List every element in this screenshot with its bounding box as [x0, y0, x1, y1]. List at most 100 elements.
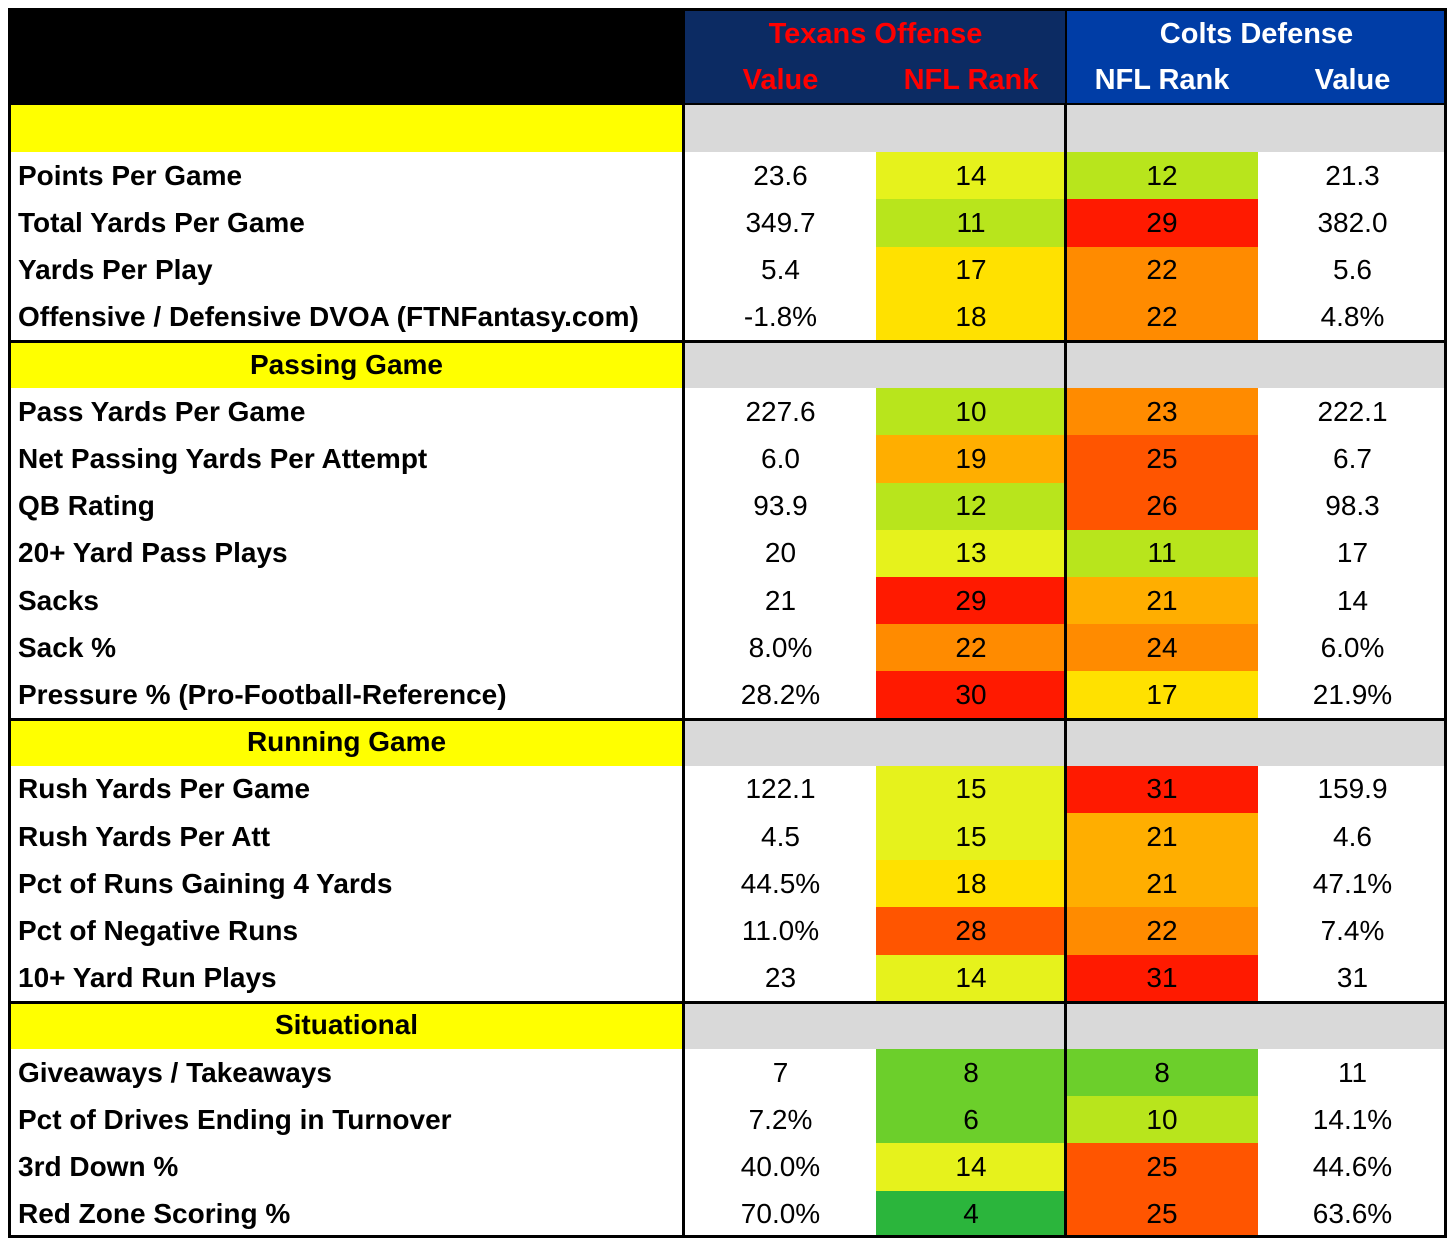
off-rank: 4 — [876, 1190, 1066, 1238]
off-value: 4.5 — [761, 820, 800, 852]
header-colts-block — [1066, 8, 1447, 105]
off-value: 23 — [764, 962, 797, 994]
stat-label: Pct of Runs Gaining 4 Yards — [18, 867, 393, 899]
off-value: 70.0% — [740, 1198, 821, 1230]
off-value: 7 — [772, 1056, 789, 1088]
def-rank: 31 — [1066, 765, 1258, 813]
divider-offense-defense — [1064, 105, 1067, 1238]
def-value: 5.6 — [1333, 254, 1372, 286]
stat-label: Pct of Negative Runs — [18, 914, 299, 946]
def-rank: 21 — [1066, 860, 1258, 908]
divider-label-col — [682, 8, 685, 1238]
section-divider — [8, 340, 1447, 343]
off-rank: 29 — [876, 577, 1066, 625]
border-right — [1444, 8, 1447, 1238]
def-value: 11 — [1337, 1056, 1368, 1088]
def-rank: 29 — [1066, 199, 1258, 247]
off-value: 28.2% — [740, 678, 821, 710]
def-rank: 17 — [1066, 671, 1258, 719]
def-value: 14.1% — [1312, 1103, 1393, 1135]
comparison-table: Texans Offense Colts Defense Value NFL Rank… — [8, 8, 1447, 1247]
off-value: 5.4 — [761, 254, 800, 286]
off-rank: 13 — [876, 529, 1066, 577]
off-value: 122.1 — [745, 773, 816, 805]
header-texans-block — [685, 8, 1066, 105]
def-rank: 8 — [1066, 1049, 1258, 1097]
def-value: 6.7 — [1333, 442, 1372, 474]
def-value: 7.4% — [1320, 914, 1385, 946]
off-value: 93.9 — [753, 490, 808, 522]
off-value: 8.0% — [748, 631, 813, 663]
section-title — [8, 105, 685, 153]
section-divider — [8, 717, 1447, 721]
def-value: 47.1% — [1312, 867, 1393, 899]
off-rank: 17 — [876, 246, 1066, 294]
stat-label: 10+ Yard Run Plays — [18, 962, 277, 994]
header-col-rank-def: NFL Rank — [1094, 63, 1230, 96]
def-value: 159.9 — [1317, 773, 1388, 805]
off-rank: 18 — [876, 293, 1066, 341]
stat-label: Yards Per Play — [18, 254, 213, 286]
off-value: 40.0% — [740, 1150, 821, 1182]
border-left — [8, 8, 11, 1238]
def-value: 44.6% — [1312, 1150, 1393, 1182]
def-value: 98.3 — [1325, 490, 1380, 522]
def-value: 4.8% — [1320, 301, 1385, 333]
header-col-value-def: Value — [1314, 63, 1391, 96]
stat-label: Pass Yards Per Game — [18, 395, 306, 427]
def-rank: 25 — [1066, 1190, 1258, 1238]
header-blank — [8, 8, 685, 105]
def-rank: 10 — [1066, 1096, 1258, 1144]
def-rank: 21 — [1066, 577, 1258, 625]
stat-label: Pct of Drives Ending in Turnover — [18, 1103, 452, 1135]
def-rank: 21 — [1066, 813, 1258, 861]
def-rank: 22 — [1066, 907, 1258, 955]
off-rank: 14 — [876, 954, 1066, 1002]
def-value: 17 — [1336, 537, 1369, 569]
def-value: 21.3 — [1325, 159, 1380, 191]
def-value: 31 — [1336, 962, 1369, 994]
def-rank: 26 — [1066, 482, 1258, 530]
off-rank: 14 — [876, 1143, 1066, 1191]
divider-header-mid — [1065, 8, 1067, 105]
def-rank: 23 — [1066, 388, 1258, 436]
stat-label: QB Rating — [18, 490, 155, 522]
off-value: 11.0% — [741, 914, 820, 946]
off-rank: 11 — [876, 199, 1066, 247]
def-rank: 25 — [1066, 1143, 1258, 1191]
off-rank: 8 — [876, 1049, 1066, 1097]
header-col-value-off: Value — [742, 63, 819, 96]
stat-label: Offensive / Defensive DVOA (FTNFantasy.c… — [18, 301, 639, 333]
border-bottom — [8, 1234, 1447, 1238]
stat-label: Sack % — [18, 631, 117, 663]
section-title: Passing Game — [8, 341, 685, 389]
section-divider — [8, 1000, 1447, 1004]
def-rank: 24 — [1066, 624, 1258, 672]
off-rank: 30 — [876, 671, 1066, 719]
def-value: 4.6 — [1333, 820, 1372, 852]
header-colts-title: Colts Defense — [1159, 17, 1354, 50]
stat-label: 20+ Yard Pass Plays — [18, 537, 288, 569]
stat-label: Net Passing Yards Per Attempt — [18, 442, 428, 474]
off-value: 20 — [764, 537, 797, 569]
header-texans-title: Texans Offense — [768, 17, 983, 50]
header-col-rank-off: NFL Rank — [903, 63, 1039, 96]
off-value: 21 — [764, 584, 797, 616]
off-value: 23.6 — [753, 159, 808, 191]
off-rank: 15 — [876, 813, 1066, 861]
section-title: Situational — [8, 1001, 685, 1049]
off-value: 349.7 — [745, 206, 816, 238]
def-value: 63.6% — [1312, 1198, 1393, 1230]
stat-label: Pressure % (Pro-Football-Reference) — [18, 678, 507, 710]
def-rank: 22 — [1066, 246, 1258, 294]
def-value: 21.9% — [1312, 678, 1393, 710]
off-rank: 19 — [876, 435, 1066, 483]
off-value: 6.0 — [761, 442, 800, 474]
stat-label: Red Zone Scoring % — [18, 1198, 291, 1230]
stat-label: Total Yards Per Game — [18, 206, 305, 238]
stat-label: Sacks — [18, 584, 99, 616]
off-rank: 22 — [876, 624, 1066, 672]
off-value: -1.8% — [743, 301, 818, 333]
off-rank: 18 — [876, 860, 1066, 908]
header-bottom-line — [8, 103, 1447, 105]
